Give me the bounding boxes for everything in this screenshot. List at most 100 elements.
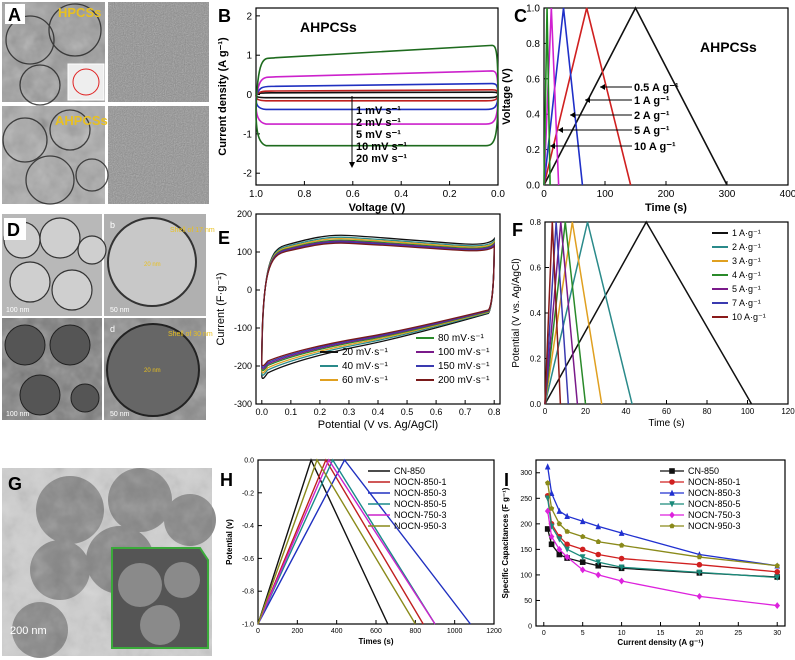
legend-arrowhead xyxy=(349,162,355,168)
legend-entry-3: 4 A·g⁻¹ xyxy=(732,270,761,280)
y-axis-label: Current density (A g⁻¹) xyxy=(217,37,229,156)
x-tick-label: 0.8 xyxy=(297,189,311,200)
series-line-1 xyxy=(543,7,632,186)
panel-d-micrographs: b d Shell of 17 nm Shell of 30 nm 20 nm … xyxy=(2,214,215,420)
chart-e-cv: 0.0 0.1 0.2 0.3 0.4 0.5 0.6 0.7 0.8 200 100 0 -100 -2… xyxy=(215,209,501,431)
series-line-1 xyxy=(544,221,633,405)
x-tick-label: 100 xyxy=(741,407,755,416)
annotation-arrowhead-3 xyxy=(558,127,563,133)
data-point-1-4 xyxy=(579,546,586,553)
y-tick-label: -200 xyxy=(234,361,252,371)
chart-b-cv-ahpcss: 1.0 0.8 0.6 0.4 0.2 0.0 2 1 0 -1 -2 Voltage (V) Curr… xyxy=(217,7,505,214)
y-axis-label: Current (F·g⁻¹) xyxy=(215,272,227,345)
legend-entry-5: NOCN-950-3 xyxy=(394,521,447,531)
data-point-1-8 xyxy=(774,569,781,575)
data-point-5-8 xyxy=(774,562,780,568)
legend-entry-2: NOCN-850-3 xyxy=(688,488,741,498)
data-point-legend3-0 xyxy=(669,501,675,508)
x-tick-label: 0.5 xyxy=(401,407,414,417)
series-line-6 xyxy=(261,242,495,367)
data-point-legend0-0 xyxy=(669,468,675,474)
data-point-5-0 xyxy=(545,480,551,486)
data-point-legend1-0 xyxy=(669,479,675,485)
pore-d-label: 20 nm xyxy=(144,368,161,374)
panel-letter-f: F xyxy=(512,220,523,240)
panel-letter-a: A xyxy=(8,5,21,25)
panel-letter-h: H xyxy=(220,470,233,490)
legend-entry-1: 40 mV·s⁻¹ xyxy=(342,361,389,372)
series-line-0 xyxy=(543,6,728,186)
x-tick-label: 0.2 xyxy=(443,189,457,200)
series-label-2: 2 A g⁻¹ xyxy=(634,110,670,122)
y-tick-label: 0.4 xyxy=(530,309,542,318)
data-point-1-5 xyxy=(595,551,602,558)
data-point-4-3 xyxy=(564,553,570,561)
legend-entry-4: 5 A·g⁻¹ xyxy=(732,284,761,294)
annotation-arrowhead-4 xyxy=(550,143,555,149)
series-line-2 xyxy=(261,238,495,374)
annotation-arrowhead-1 xyxy=(585,97,590,103)
x-tick-label: 20 xyxy=(581,407,590,416)
x-tick-label: 0 xyxy=(256,628,260,635)
data-point-3-6 xyxy=(618,564,625,571)
data-point-1-3 xyxy=(564,541,570,548)
x-tick-label: 400 xyxy=(780,189,795,200)
legend-entry-5: NOCN-950-3 xyxy=(688,521,741,531)
y-tick-label: 0.6 xyxy=(530,263,542,272)
y-tick-label: 100 xyxy=(237,247,252,257)
data-point-1-7 xyxy=(696,561,703,568)
x-axis-label: Time (s) xyxy=(645,202,687,214)
series-line-3 xyxy=(543,7,560,186)
data-point-2-2 xyxy=(556,507,563,514)
legend-entry-2: NOCN-850-3 xyxy=(394,488,447,498)
scale-d-c: 100 nm xyxy=(6,411,30,418)
series-line-1 xyxy=(261,236,495,376)
data-point-0-5 xyxy=(595,562,602,569)
chart-c-gcd-ahpcss: 0 100 200 300 400 0.0 0.2 0.4 0.6 0.8 1.0 Time (s) V… xyxy=(501,4,795,215)
series-line-4 xyxy=(543,7,551,186)
annotation-arrowhead-2 xyxy=(570,112,575,118)
x-tick-label: 10 xyxy=(618,630,626,637)
x-tick-label: 1000 xyxy=(447,628,463,635)
y-axis-label: Voltage (V) xyxy=(501,68,513,125)
legend-entry-4: 20 mV s⁻¹ xyxy=(356,153,407,165)
x-tick-label: 1.0 xyxy=(249,189,263,200)
chart-title: AHPCSs xyxy=(700,39,757,55)
data-point-4-1 xyxy=(548,533,555,541)
series-line-3 xyxy=(257,458,436,625)
x-tick-label: 0.1 xyxy=(285,407,298,417)
x-axis-label: Current density (A g⁻¹) xyxy=(617,638,703,647)
series-label-1: 1 A g⁻¹ xyxy=(634,95,670,107)
legend-entry-4: NOCN-750-3 xyxy=(688,510,741,520)
x-tick-label: 0.0 xyxy=(491,189,505,200)
legend-entry-1: NOCN-850-1 xyxy=(394,477,447,487)
y-tick-label: -2 xyxy=(243,169,252,180)
legend-entry-2: 5 mV s⁻¹ xyxy=(356,129,401,141)
y-tick-label: -0.2 xyxy=(242,490,254,497)
legend-entry-5: 150 mV·s⁻¹ xyxy=(438,361,490,372)
data-point-0-4 xyxy=(579,559,586,565)
data-point-5-2 xyxy=(556,521,563,527)
data-point-5-6 xyxy=(618,542,625,548)
scale-d-b: 50 nm xyxy=(110,307,130,314)
data-point-4-6 xyxy=(618,577,625,585)
y-axis-label: Potential (v) xyxy=(225,519,234,565)
legend-entry-3: 10 mV s⁻¹ xyxy=(356,141,407,153)
data-point-3-5 xyxy=(595,559,602,566)
data-point-legend2-0 xyxy=(669,489,675,496)
panel-letter-i: I xyxy=(504,470,509,490)
y-tick-label: 0.4 xyxy=(526,110,540,121)
data-point-4-8 xyxy=(774,602,781,609)
x-tick-label: 20 xyxy=(696,630,704,637)
legend-entry-1: 2 A·g⁻¹ xyxy=(732,242,761,252)
sub-d: d xyxy=(110,324,115,334)
legend-entry-2: 3 A·g⁻¹ xyxy=(732,256,761,266)
plot-frame xyxy=(535,459,786,627)
y-axis-label: Specific Capacitances (F g⁻¹) xyxy=(501,487,510,598)
legend-entry-4: NOCN-750-3 xyxy=(394,510,447,520)
y-tick-label: 0.6 xyxy=(526,74,540,85)
legend-entry-0: CN-850 xyxy=(688,466,719,476)
x-tick-label: 1200 xyxy=(486,628,502,635)
y-tick-label: 1.0 xyxy=(526,4,540,15)
data-point-0-2 xyxy=(556,551,563,558)
